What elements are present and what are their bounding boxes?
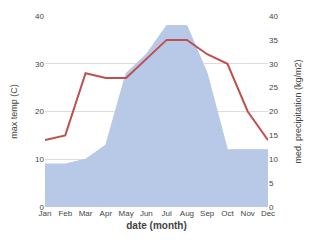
svg-text:Dec: Dec bbox=[261, 209, 275, 218]
svg-text:max temp (C): max temp (C) bbox=[9, 84, 19, 139]
svg-text:15: 15 bbox=[269, 131, 278, 140]
svg-text:40: 40 bbox=[269, 12, 278, 21]
svg-text:0: 0 bbox=[40, 203, 45, 212]
svg-text:Apr: Apr bbox=[100, 209, 113, 218]
svg-text:Jun: Jun bbox=[140, 209, 153, 218]
svg-text:Feb: Feb bbox=[58, 209, 72, 218]
svg-text:Jul: Jul bbox=[162, 209, 172, 218]
svg-text:0: 0 bbox=[269, 203, 274, 212]
svg-text:25: 25 bbox=[269, 83, 278, 92]
svg-text:20: 20 bbox=[269, 107, 278, 116]
svg-text:10: 10 bbox=[269, 155, 278, 164]
svg-text:Aug: Aug bbox=[180, 209, 194, 218]
svg-text:10: 10 bbox=[35, 155, 44, 164]
svg-text:Mar: Mar bbox=[79, 209, 93, 218]
svg-text:Nov: Nov bbox=[241, 209, 255, 218]
svg-text:Sep: Sep bbox=[200, 209, 215, 218]
svg-text:May: May bbox=[119, 209, 134, 218]
svg-text:30: 30 bbox=[269, 60, 278, 69]
svg-text:date (month): date (month) bbox=[126, 220, 187, 231]
svg-text:med. precipitation (kg/m2): med. precipitation (kg/m2) bbox=[293, 59, 303, 163]
svg-text:40: 40 bbox=[35, 12, 44, 21]
svg-text:35: 35 bbox=[269, 36, 278, 45]
svg-text:Jan: Jan bbox=[39, 209, 52, 218]
svg-text:Oct: Oct bbox=[221, 209, 234, 218]
svg-text:30: 30 bbox=[35, 60, 44, 69]
svg-text:20: 20 bbox=[35, 107, 44, 116]
svg-text:5: 5 bbox=[269, 179, 274, 188]
